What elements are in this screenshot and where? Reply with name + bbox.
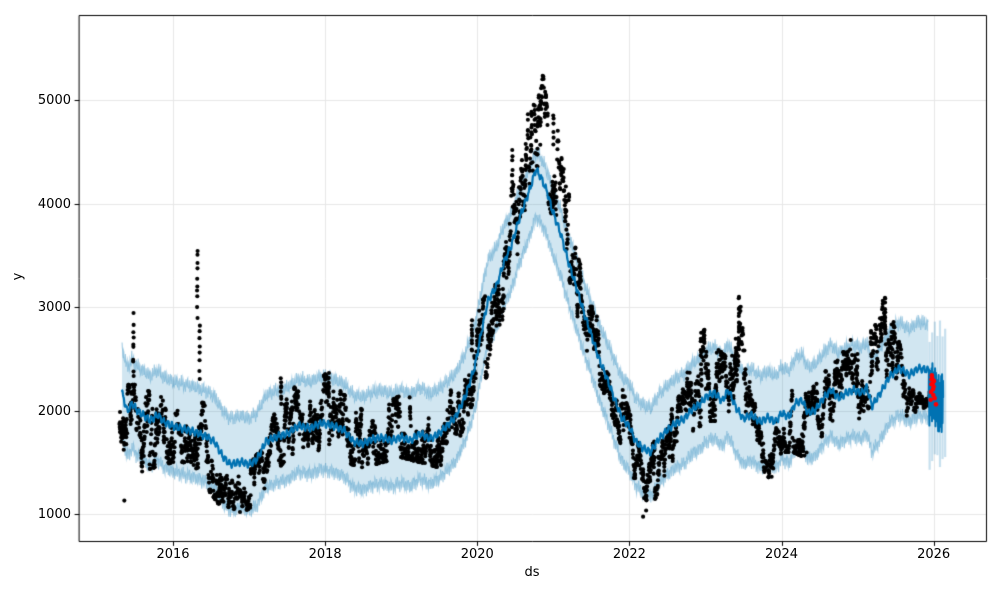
x-tick-label: 2024 <box>764 547 799 562</box>
x-axis-label: ds <box>524 565 540 580</box>
x-tick-label: 2022 <box>612 547 646 562</box>
y-tick-label: 1000 <box>37 507 71 523</box>
y-axis-label: y <box>10 272 26 281</box>
x-tick-label: 2018 <box>308 547 342 562</box>
y-tick-label: 4000 <box>37 196 71 212</box>
x-tick-label: 2020 <box>460 547 494 562</box>
y-tick-label: 3000 <box>37 300 71 316</box>
y-tick-label: 2000 <box>37 403 71 419</box>
x-tick-label: 2016 <box>156 547 190 562</box>
y-tick-label: 5000 <box>37 93 71 109</box>
x-tick-label: 2026 <box>917 547 951 562</box>
